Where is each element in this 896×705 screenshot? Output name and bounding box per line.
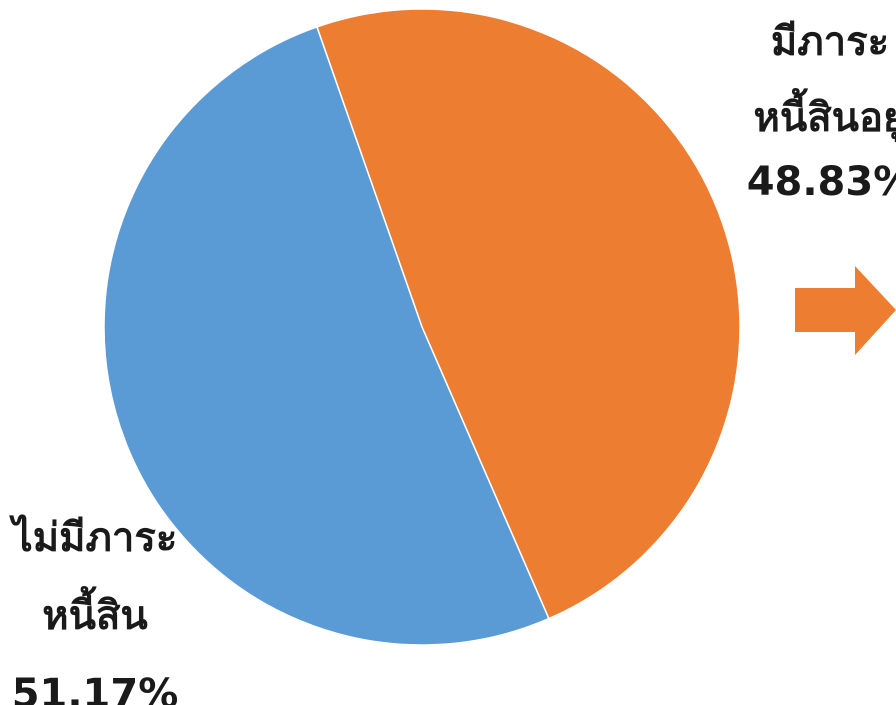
slice-value-debt: 48.83% (746, 159, 896, 205)
slice-label-debt-line1: มีภาระ (770, 19, 890, 65)
slice-label-no-debt-line2: หนี้สิน (42, 593, 148, 639)
slice-value-no-debt: 51.17% (11, 671, 179, 705)
pie-slice-debt (315, 8, 741, 620)
right-arrow-icon (795, 266, 896, 355)
slice-label-debt-line2: หนี้สินอยู่ (753, 95, 896, 141)
pie-slice-no-debt (103, 25, 550, 646)
slice-label-no-debt-line1: ไม่มีภาระ (12, 515, 178, 561)
